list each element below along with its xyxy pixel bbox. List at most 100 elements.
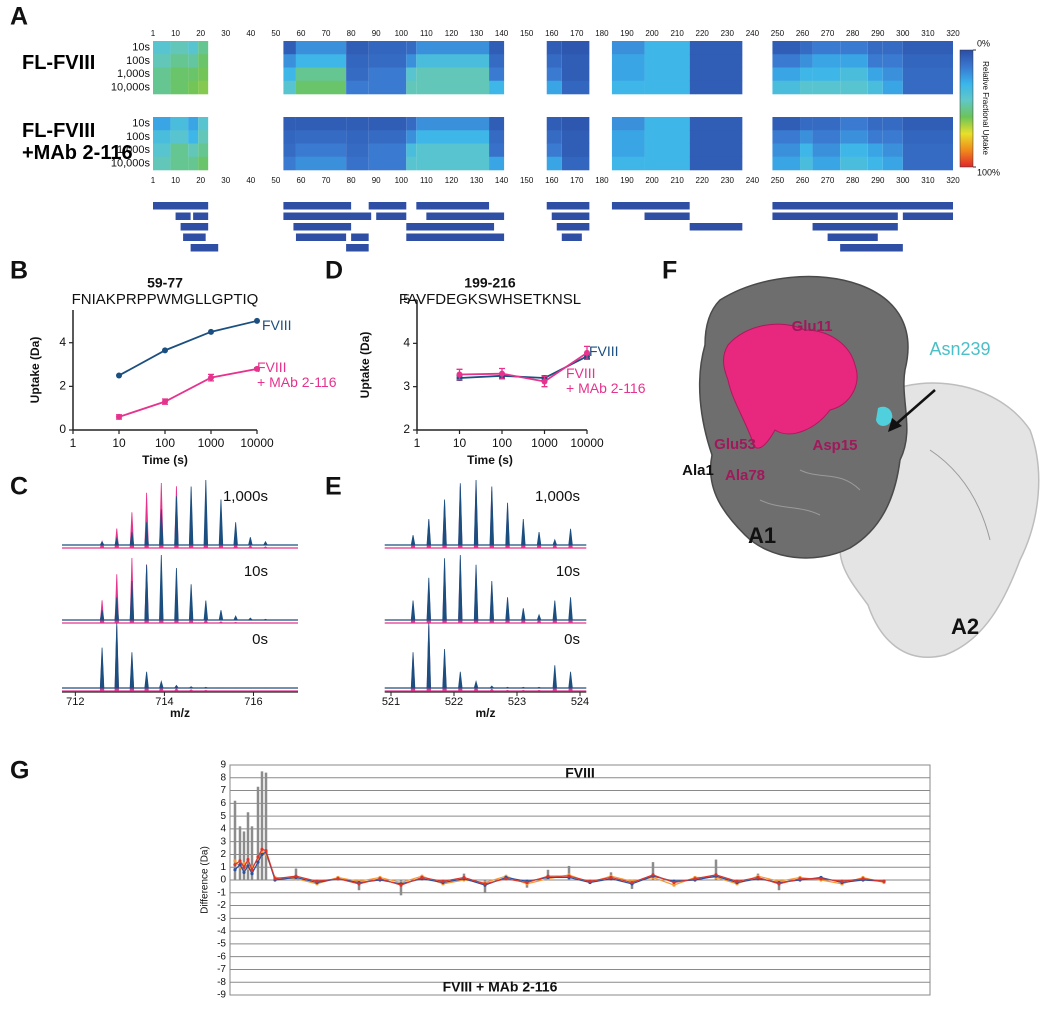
isotope-peak: [247, 617, 254, 621]
peptide: [346, 244, 369, 252]
residue-tick-label: 170: [570, 176, 584, 185]
data-point: [162, 398, 168, 405]
timepoint-label: 0s: [252, 631, 268, 648]
uptake-cell: [188, 54, 199, 68]
uptake-cell: [561, 143, 590, 158]
peptide: [772, 212, 898, 220]
uptake-cell: [644, 117, 690, 131]
uptake-cell: [644, 67, 690, 82]
isotope-peak: [521, 686, 526, 689]
uptake-cell: [644, 80, 690, 95]
isotope-peak: [536, 613, 542, 621]
uptake-cell: [882, 130, 903, 144]
uptake-cell: [611, 80, 645, 95]
isotope-peak: [174, 567, 179, 621]
uptake-cell: [416, 143, 490, 158]
uptake-cell: [346, 80, 369, 95]
isotope-peak: [505, 502, 510, 546]
residue-tick-label: 110: [420, 29, 433, 38]
uptake-cell: [800, 130, 813, 144]
uptake-cell: [611, 156, 645, 171]
uptake-cell: [170, 130, 189, 144]
isotope-peak: [568, 671, 573, 689]
uptake-cell: [368, 41, 407, 55]
isotope-peak: [537, 686, 541, 689]
uptake-cell: [689, 80, 743, 95]
residue-tick-label: 10: [171, 29, 180, 38]
residue-tick-label: 130: [470, 176, 484, 185]
asn239-patch: [876, 406, 893, 426]
uptake-cell: [153, 143, 171, 158]
peptide: [406, 223, 495, 231]
uptake-cell: [800, 117, 813, 131]
uptake-cell: [867, 117, 883, 131]
uptake-cell: [489, 156, 505, 171]
isotope-peak: [218, 499, 224, 546]
timepoint-label: 1,000s: [223, 488, 268, 505]
uptake-cell: [416, 67, 490, 82]
isotope-peak: [552, 600, 558, 621]
timepoint-label: 1,000s: [535, 488, 580, 505]
y-tick-label: -9: [217, 990, 226, 1001]
uptake-cell: [840, 143, 868, 158]
peptide: [827, 233, 878, 241]
isotope-peak: [188, 584, 194, 621]
residue-tick-label: 240: [746, 176, 760, 185]
residue-tick-label: 180: [595, 176, 609, 185]
peptide-sequence: FNIAKPRPPWMGLLGPTIQ: [72, 291, 259, 308]
structure: [698, 275, 1040, 658]
isotope-peak: [188, 689, 195, 692]
isotope-peak: [144, 564, 149, 621]
uptake-cell: [812, 117, 841, 131]
uptake-cell: [416, 117, 490, 131]
isotope-peak: [129, 580, 135, 621]
isotope-peak: [173, 684, 180, 689]
isotope-peak: [173, 687, 180, 692]
difference-point: [260, 847, 264, 851]
panel-label: D: [325, 257, 343, 285]
isotope-peak: [410, 600, 416, 621]
isotope-peak: [114, 597, 120, 621]
uptake-cell: [368, 67, 407, 82]
residue-tick-label: 50: [271, 29, 280, 38]
isotope-peak: [568, 597, 573, 621]
uptake-cell: [489, 117, 505, 131]
uptake-cell: [867, 156, 883, 171]
uptake-cell: [295, 156, 347, 171]
uptake-cell: [882, 117, 903, 131]
uptake-cell: [368, 130, 407, 144]
panel-subtitle: FVIII + MAb 2-116: [443, 979, 558, 995]
residue-tick-label: 40: [246, 29, 255, 38]
x-tick-label: 100: [492, 436, 512, 450]
difference-point: [233, 868, 237, 872]
time-label: 100s: [126, 55, 150, 67]
uptake-cell: [546, 143, 562, 158]
difference-point: [238, 859, 242, 863]
isotope-peak: [536, 531, 542, 546]
residue-tick-label: 90: [372, 176, 381, 185]
residue-tick-label: 200: [645, 176, 659, 185]
uptake-cell: [800, 67, 813, 82]
uptake-cell: [902, 117, 953, 131]
isotope-peak: [158, 680, 164, 689]
uptake-cell: [188, 67, 199, 82]
y-tick-label: 8: [220, 772, 226, 783]
residue-tick-label: 80: [347, 176, 356, 185]
uptake-cell: [198, 130, 209, 144]
uptake-cell: [198, 156, 209, 171]
residue-tick-label: 60: [297, 29, 306, 38]
y-axis-label: Uptake (Da): [28, 337, 42, 404]
uptake-cell: [689, 54, 743, 68]
uptake-cell: [800, 80, 813, 95]
time-label: 100s: [126, 131, 150, 143]
residue-tick-label: 1: [151, 29, 156, 38]
uptake-cell: [416, 54, 490, 68]
peptide: [180, 223, 209, 231]
y-tick-label: 5: [403, 292, 410, 306]
difference-point: [672, 880, 676, 885]
uptake-cell: [546, 41, 562, 55]
series-line: [459, 352, 588, 383]
peptide-sequence: FAVFDEGKSWHSETKNSL: [399, 291, 581, 308]
peptide: [561, 233, 582, 241]
difference-point: [246, 864, 250, 868]
